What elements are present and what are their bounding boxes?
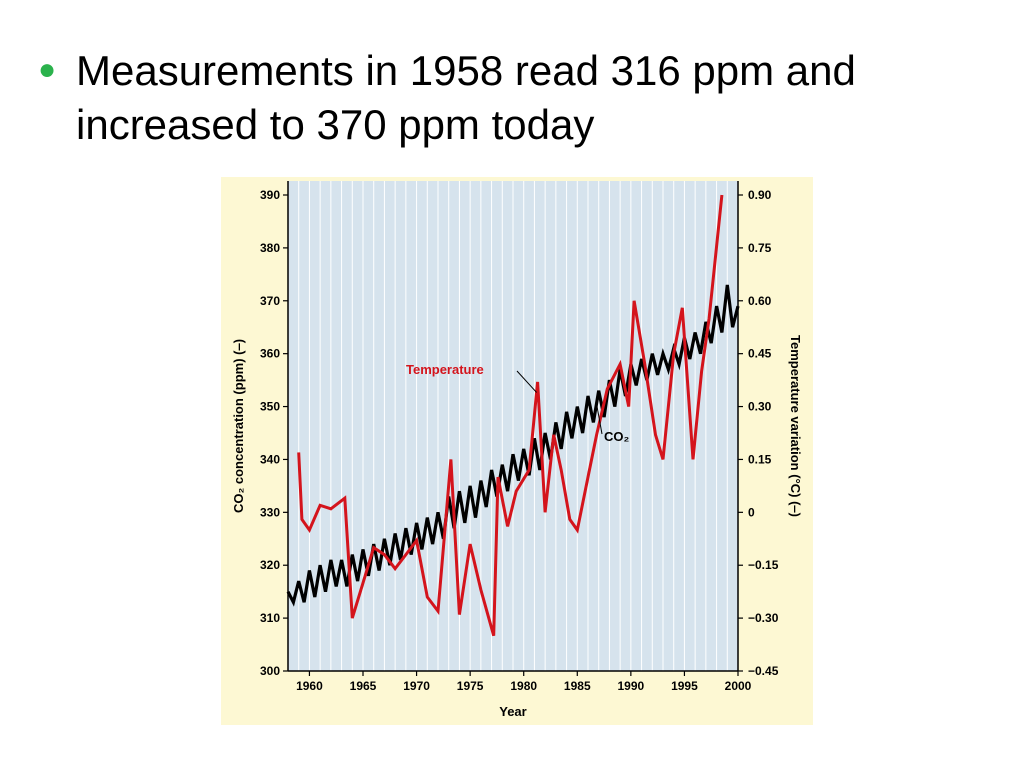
right-y-tick-label: 0.30 bbox=[748, 400, 772, 414]
co2-temperature-chart: 1960 1965 1970 1975 1980 1985 1990 1995 2000 300… bbox=[231, 181, 803, 719]
x-tick-label: 1960 bbox=[296, 679, 323, 693]
x-axis-label: Year bbox=[499, 704, 526, 719]
temperature-annotation-leader bbox=[516, 370, 537, 393]
x-tick-label: 1990 bbox=[618, 679, 645, 693]
left-y-axis-ticks: 300 310 320 330 340 350 360 370 380 390 bbox=[260, 188, 288, 678]
left-y-tick-label: 360 bbox=[260, 347, 280, 361]
x-tick-label: 2000 bbox=[725, 679, 752, 693]
left-y-tick-label: 350 bbox=[260, 400, 280, 414]
x-tick-label: 1985 bbox=[564, 679, 591, 693]
right-y-tick-label: 0.45 bbox=[748, 347, 772, 361]
bullet-text: Measurements in 1958 read 316 ppm and in… bbox=[76, 47, 856, 148]
right-y-tick-label: 0 bbox=[748, 505, 755, 519]
x-tick-label: 1970 bbox=[403, 679, 430, 693]
series-lines bbox=[286, 194, 740, 637]
right-y-tick-label: −0.15 bbox=[748, 558, 779, 572]
left-y-tick-label: 330 bbox=[260, 505, 280, 519]
right-y-tick-label: 0.15 bbox=[748, 452, 772, 466]
left-y-tick-label: 370 bbox=[260, 294, 280, 308]
temperature-annotation-label: Temperature bbox=[406, 362, 484, 377]
right-y-axis-label: Temperature variation (°C) (‒) bbox=[788, 335, 803, 517]
left-y-tick-label: 320 bbox=[260, 558, 280, 572]
x-axis-ticks: 1960 1965 1970 1975 1980 1985 1990 1995 2000 bbox=[296, 671, 752, 693]
right-y-axis-ticks: −0.45 −0.30 −0.15 0 0.15 0.30 0.45 0.60 0.75 0.90 bbox=[738, 188, 779, 678]
x-tick-label: 1980 bbox=[510, 679, 537, 693]
co2-annotation-leader bbox=[596, 403, 603, 435]
x-tick-label: 1995 bbox=[671, 679, 698, 693]
chart-figure: 1960 1965 1970 1975 1980 1985 1990 1995 2000 300… bbox=[221, 177, 813, 725]
x-tick-label: 1975 bbox=[457, 679, 484, 693]
annotations: Temperature CO₂ bbox=[406, 362, 630, 444]
left-y-tick-label: 300 bbox=[260, 664, 280, 678]
left-y-tick-label: 380 bbox=[260, 241, 280, 255]
left-y-tick-label: 390 bbox=[260, 188, 280, 202]
right-y-tick-label: 0.90 bbox=[748, 188, 772, 202]
right-y-tick-label: −0.30 bbox=[748, 611, 779, 625]
left-y-axis-label: CO₂ concentration (ppm) (‒) bbox=[231, 339, 246, 513]
co2-annotation-label: CO₂ bbox=[604, 429, 630, 444]
right-y-tick-label: 0.60 bbox=[748, 294, 772, 308]
left-y-tick-label: 310 bbox=[260, 611, 280, 625]
grid-lines bbox=[298, 181, 728, 671]
right-y-tick-label: −0.45 bbox=[748, 664, 779, 678]
temperature-series-line bbox=[297, 194, 724, 637]
x-tick-label: 1965 bbox=[350, 679, 377, 693]
co2-series-line bbox=[286, 284, 740, 607]
bullet-dot-icon: ● bbox=[38, 53, 57, 86]
bullet-point: ● Measurements in 1958 read 316 ppm and … bbox=[38, 44, 998, 152]
left-y-tick-label: 340 bbox=[260, 452, 280, 466]
right-y-tick-label: 0.75 bbox=[748, 241, 772, 255]
